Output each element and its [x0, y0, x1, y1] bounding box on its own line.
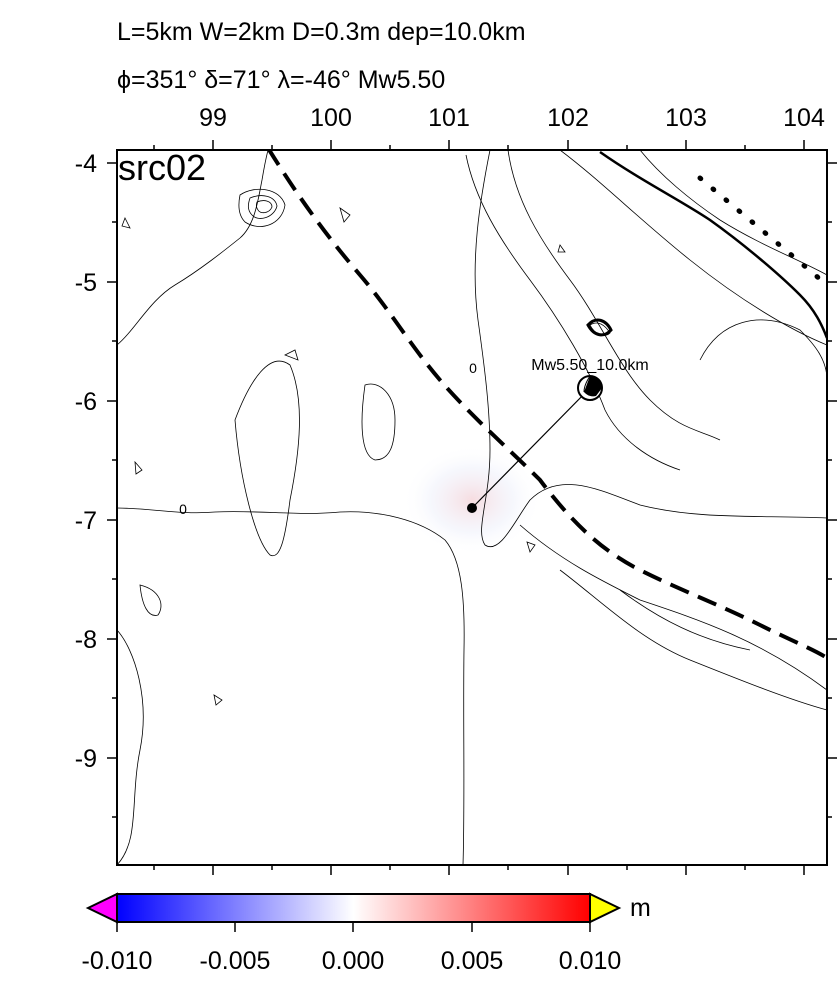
- latitude-labels: -4 -5 -6 -7 -8 -9: [75, 150, 97, 773]
- colorbar-over-triangle: [589, 892, 622, 924]
- contour-label-zero-2: 0: [179, 501, 187, 517]
- colorbar-unit: m: [630, 894, 651, 922]
- lat-label-minus9: -9: [75, 745, 97, 773]
- title-fault-geometry: L=5km W=2km D=0.3m dep=10.0km: [117, 18, 526, 46]
- colorbar-tick-2: -0.005: [200, 947, 271, 975]
- dotted-boundary: [697, 175, 827, 288]
- colorbar-tick-4: 0.005: [441, 947, 504, 975]
- focal-mechanism-beachball: [577, 375, 603, 401]
- coastline: [599, 150, 827, 339]
- map-content: 0 0 Mw5.50_10.0km src02: [117, 147, 827, 865]
- top-axis-ticks: [153, 140, 805, 150]
- offset-line: [471, 387, 591, 509]
- colorbar-tick-1: -0.010: [82, 947, 153, 975]
- event-label: Mw5.50_10.0km: [531, 357, 648, 374]
- colorbar-tick-5: 0.010: [559, 947, 622, 975]
- lat-label-minus5: -5: [75, 269, 97, 297]
- title-fault-mechanism: ϕ=351° δ=71° λ=-46° Mw5.50: [117, 66, 446, 94]
- lon-label-102: 102: [547, 104, 589, 132]
- colorbar-under-triangle: [85, 892, 118, 924]
- lon-label-99: 99: [199, 104, 227, 132]
- contour-label-zero-1: 0: [469, 360, 477, 376]
- right-axis-ticks: [827, 162, 837, 818]
- lon-label-104: 104: [783, 104, 825, 132]
- lat-label-minus4: -4: [75, 150, 97, 178]
- lat-label-minus7: -7: [75, 507, 97, 535]
- lon-label-100: 100: [310, 104, 352, 132]
- longitude-labels: 99 100 101 102 103 104: [199, 104, 825, 132]
- colorbar: m -0.010 -0.005 0.000 0.005 0.010: [82, 892, 651, 975]
- lat-label-minus6: -6: [75, 388, 97, 416]
- bottom-axis-ticks: [153, 865, 805, 875]
- lon-label-103: 103: [665, 104, 707, 132]
- colorbar-gradient: [116, 893, 591, 923]
- colorbar-tick-3: 0.000: [322, 947, 385, 975]
- panel-label: src02: [118, 147, 206, 188]
- topography-contours: [117, 150, 827, 865]
- epicenter-dot: [467, 503, 477, 513]
- lat-label-minus8: -8: [75, 626, 97, 654]
- lon-label-101: 101: [428, 104, 470, 132]
- left-axis-ticks: [107, 162, 117, 818]
- contour-closed-high: [586, 318, 613, 337]
- trench-line: [266, 150, 827, 660]
